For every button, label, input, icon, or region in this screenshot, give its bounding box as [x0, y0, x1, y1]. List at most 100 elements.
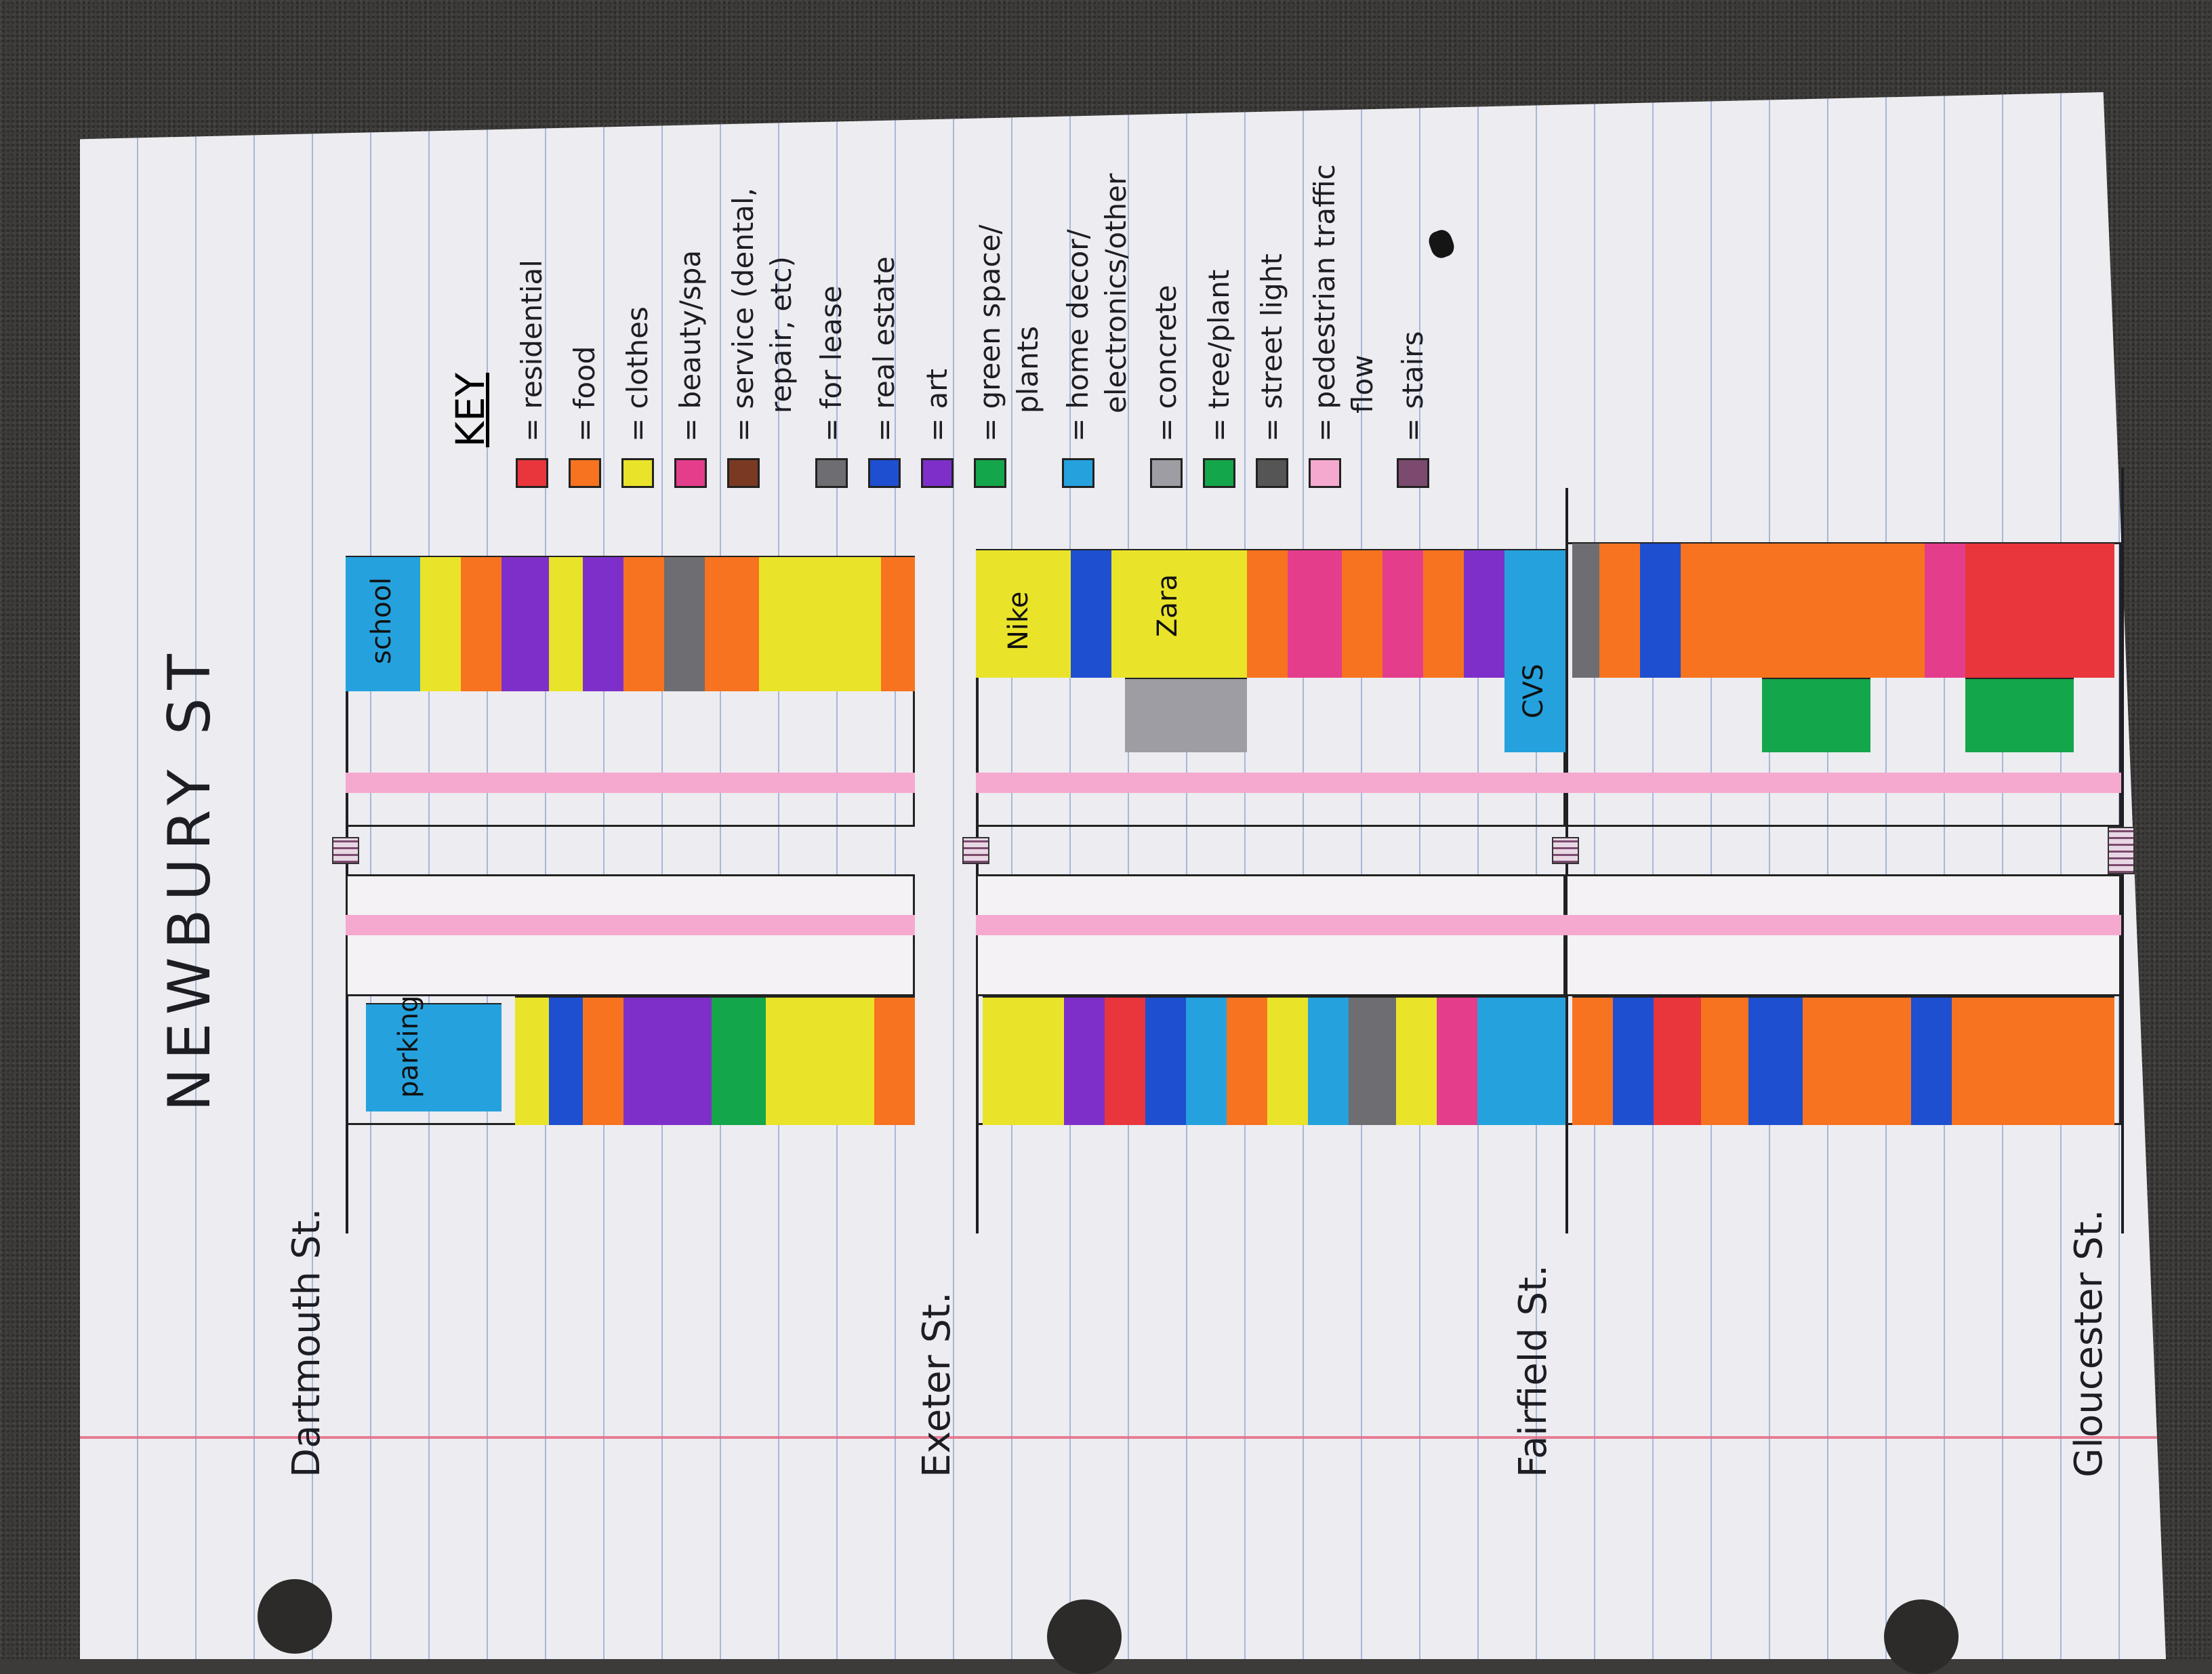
school-label: school — [366, 577, 397, 664]
pedestrian-flow — [1565, 773, 2121, 793]
margin-line — [80, 1436, 2166, 1439]
shop-hatched — [1870, 542, 1925, 678]
pedestrian-flow — [346, 915, 915, 935]
key-item: = green space/ — [973, 224, 1006, 488]
key-swatch — [1061, 458, 1094, 488]
shop-art — [1464, 549, 1504, 678]
shop-hatched — [712, 996, 766, 1125]
key-label: = clothes — [621, 306, 654, 442]
shop-realestate — [1071, 549, 1111, 678]
key-swatch — [515, 458, 548, 488]
shop-food — [1952, 996, 2060, 1125]
shop-art — [501, 556, 549, 691]
key-label: = real estate — [867, 256, 901, 442]
shop-clothes — [515, 996, 549, 1125]
key-swatch — [1149, 458, 1183, 488]
key-item: = concrete — [1149, 285, 1183, 488]
shop-hatched — [671, 996, 712, 1125]
shop-clothes — [1267, 996, 1308, 1125]
key-swatch — [621, 458, 654, 488]
key-swatch — [726, 458, 760, 488]
binder-hole — [1047, 1599, 1122, 1674]
key-item: = food — [568, 346, 601, 488]
shop-realestate — [1145, 996, 1186, 1125]
shop-food — [1701, 996, 1748, 1125]
shop-food — [1762, 542, 1870, 678]
shop-clothes — [1396, 996, 1437, 1125]
key-label: = home decor/ — [1061, 229, 1094, 442]
stairs — [962, 837, 989, 864]
street-label-gloucester: Gloucester St. — [2067, 1209, 2111, 1477]
map-title: NEWBURY ST — [156, 646, 224, 1111]
key-item: = stairs — [1396, 331, 1429, 488]
key-item: = art — [920, 369, 954, 488]
key-swatch — [1202, 458, 1235, 488]
key-item: = clothes — [621, 306, 654, 488]
key-label: = art — [920, 368, 954, 442]
key-label-continued: repair, etc) — [764, 256, 798, 413]
shop-art — [583, 556, 623, 691]
street-label-fairfield: Fairfield St. — [1511, 1265, 1555, 1477]
shop-food — [1803, 996, 1911, 1125]
shop-food — [1342, 549, 1382, 678]
key-label: = food — [568, 346, 601, 442]
key-item: = home decor/ — [1061, 229, 1094, 488]
shop-clothes — [983, 996, 1064, 1125]
shop-hatched — [461, 556, 501, 691]
key-label: = service (dental, — [726, 187, 760, 442]
shop-hatched — [1382, 549, 1423, 678]
shop-residential — [1965, 542, 2114, 678]
map-drawing: NEWBURY ST Dartmouth St. Exeter St. Fair… — [81, 54, 2135, 1599]
key-label-continued: electronics/other — [1099, 173, 1132, 413]
shop-lease — [1572, 542, 1599, 678]
key-item: = tree/plant — [1202, 270, 1235, 488]
street-label-exeter: Exeter St. — [915, 1292, 959, 1477]
key-label: = tree/plant — [1202, 269, 1235, 442]
shop-home — [1186, 996, 1227, 1125]
key-title: KEY — [447, 372, 493, 447]
shop-hatched — [623, 556, 664, 691]
shop-hatched — [1654, 996, 1701, 1125]
binder-hole — [1884, 1599, 1959, 1674]
key-item: = service (dental, — [726, 188, 760, 488]
key-swatch — [920, 458, 954, 488]
scribble — [1426, 227, 1457, 261]
key-label: = residential — [515, 260, 548, 442]
shop-clothes — [420, 556, 461, 691]
pedestrian-flow — [976, 915, 1565, 935]
shop-home — [1308, 996, 1349, 1125]
shop-food — [1572, 996, 1613, 1125]
sidewalk — [346, 874, 915, 996]
stairs — [2108, 827, 2135, 874]
shop-hatched — [1911, 996, 1952, 1125]
shop-lease — [664, 556, 705, 691]
shop-hatched — [1227, 996, 1267, 1125]
shop-realestate — [1640, 542, 1681, 678]
shop-lease — [1349, 996, 1396, 1125]
key-label: = green space/ — [973, 224, 1006, 442]
shop-food — [881, 556, 915, 691]
key-label-continued: flow — [1346, 354, 1379, 413]
green-space — [1762, 678, 1870, 752]
stairs — [1552, 837, 1579, 864]
key-label: = beauty/spa — [674, 249, 707, 442]
binder-hole — [258, 1579, 332, 1654]
pedestrian-flow — [1565, 915, 2121, 935]
key-swatch — [568, 458, 601, 488]
key-swatch — [973, 458, 1006, 488]
shop-food — [874, 996, 915, 1125]
green-space — [1965, 678, 2074, 752]
pedestrian-flow — [346, 773, 915, 793]
shop-hatched — [1925, 542, 1965, 678]
shop-hatched — [1599, 542, 1640, 678]
nike-label: Nike — [1003, 591, 1034, 651]
sidewalk — [1565, 874, 2121, 996]
shop-hatched — [1613, 996, 1654, 1125]
shop-hatched — [705, 556, 759, 691]
key-item: = pedestrian traffic — [1308, 164, 1341, 488]
shop-hatched — [1247, 549, 1288, 678]
shop-food — [583, 996, 623, 1125]
cvs-label: CVS — [1518, 664, 1549, 718]
pedestrian-flow — [976, 773, 1565, 793]
shop-art — [623, 996, 671, 1125]
